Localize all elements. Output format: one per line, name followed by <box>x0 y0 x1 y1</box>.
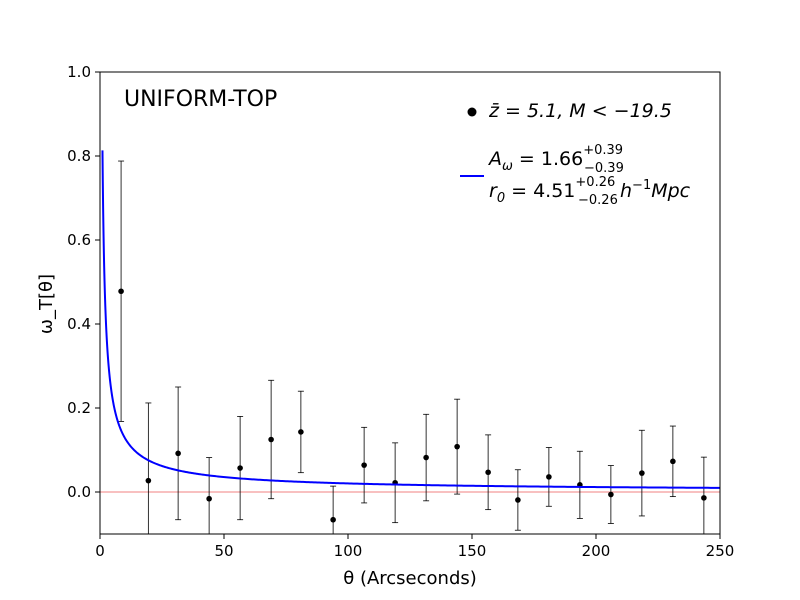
data-point <box>515 497 521 503</box>
data-point <box>206 495 212 502</box>
data-point <box>485 469 491 476</box>
x-tick-label: 50 <box>214 542 233 560</box>
data-point <box>268 436 274 443</box>
axis-ticks: 0 50 100 150 200 250 0.0 0.2 0.4 0.6 0.8 1.0 <box>67 63 734 560</box>
legend-label-amplitude: Aω = 1.66+0.39 −0.39 <box>487 143 624 176</box>
y-tick-label: 0.0 <box>67 483 91 501</box>
y-tick-label: 0.6 <box>67 231 91 249</box>
fit-curve <box>101 150 720 489</box>
legend-marker-points <box>467 107 477 117</box>
y-axis-label: ω_T[θ] <box>36 274 57 334</box>
data-point <box>454 443 460 450</box>
data-point <box>145 477 152 484</box>
plot-clipped-group <box>100 150 720 534</box>
panel-title: UNIFORM-TOP <box>124 87 277 112</box>
legend: z̄ = 5.1, M < −19.5 Aω = 1.66+0.39 −0.39 … <box>460 100 691 208</box>
x-tick-label: 150 <box>458 542 487 560</box>
y-tick-label: 0.8 <box>67 147 91 165</box>
data-point <box>298 429 304 435</box>
y-tick-label: 1.0 <box>67 63 91 81</box>
data-point <box>546 474 552 480</box>
data-point <box>175 450 181 457</box>
data-point <box>423 454 429 461</box>
x-tick-label: 200 <box>582 542 611 560</box>
data-point <box>639 470 645 476</box>
y-tick-label: 0.4 <box>67 315 91 333</box>
axes-frame <box>99 71 721 535</box>
legend-label-r0: r0 = 4.51+0.26 −0.26 h−1Mpc <box>489 175 691 208</box>
data-point <box>330 516 336 523</box>
data-point <box>701 495 707 501</box>
data-point <box>670 458 676 465</box>
data-point <box>361 462 367 468</box>
legend-label-points: z̄ = 5.1, M < −19.5 <box>488 100 672 122</box>
x-tick-label: 0 <box>95 542 105 560</box>
x-tick-label: 100 <box>334 542 363 560</box>
x-axis-label: θ (Arcseconds) <box>343 568 477 589</box>
data-point <box>237 465 243 471</box>
data-point <box>118 288 124 295</box>
y-tick-label: 0.2 <box>67 399 91 417</box>
plot-area <box>100 150 720 534</box>
data-point <box>608 491 614 498</box>
x-tick-label: 250 <box>706 542 735 560</box>
